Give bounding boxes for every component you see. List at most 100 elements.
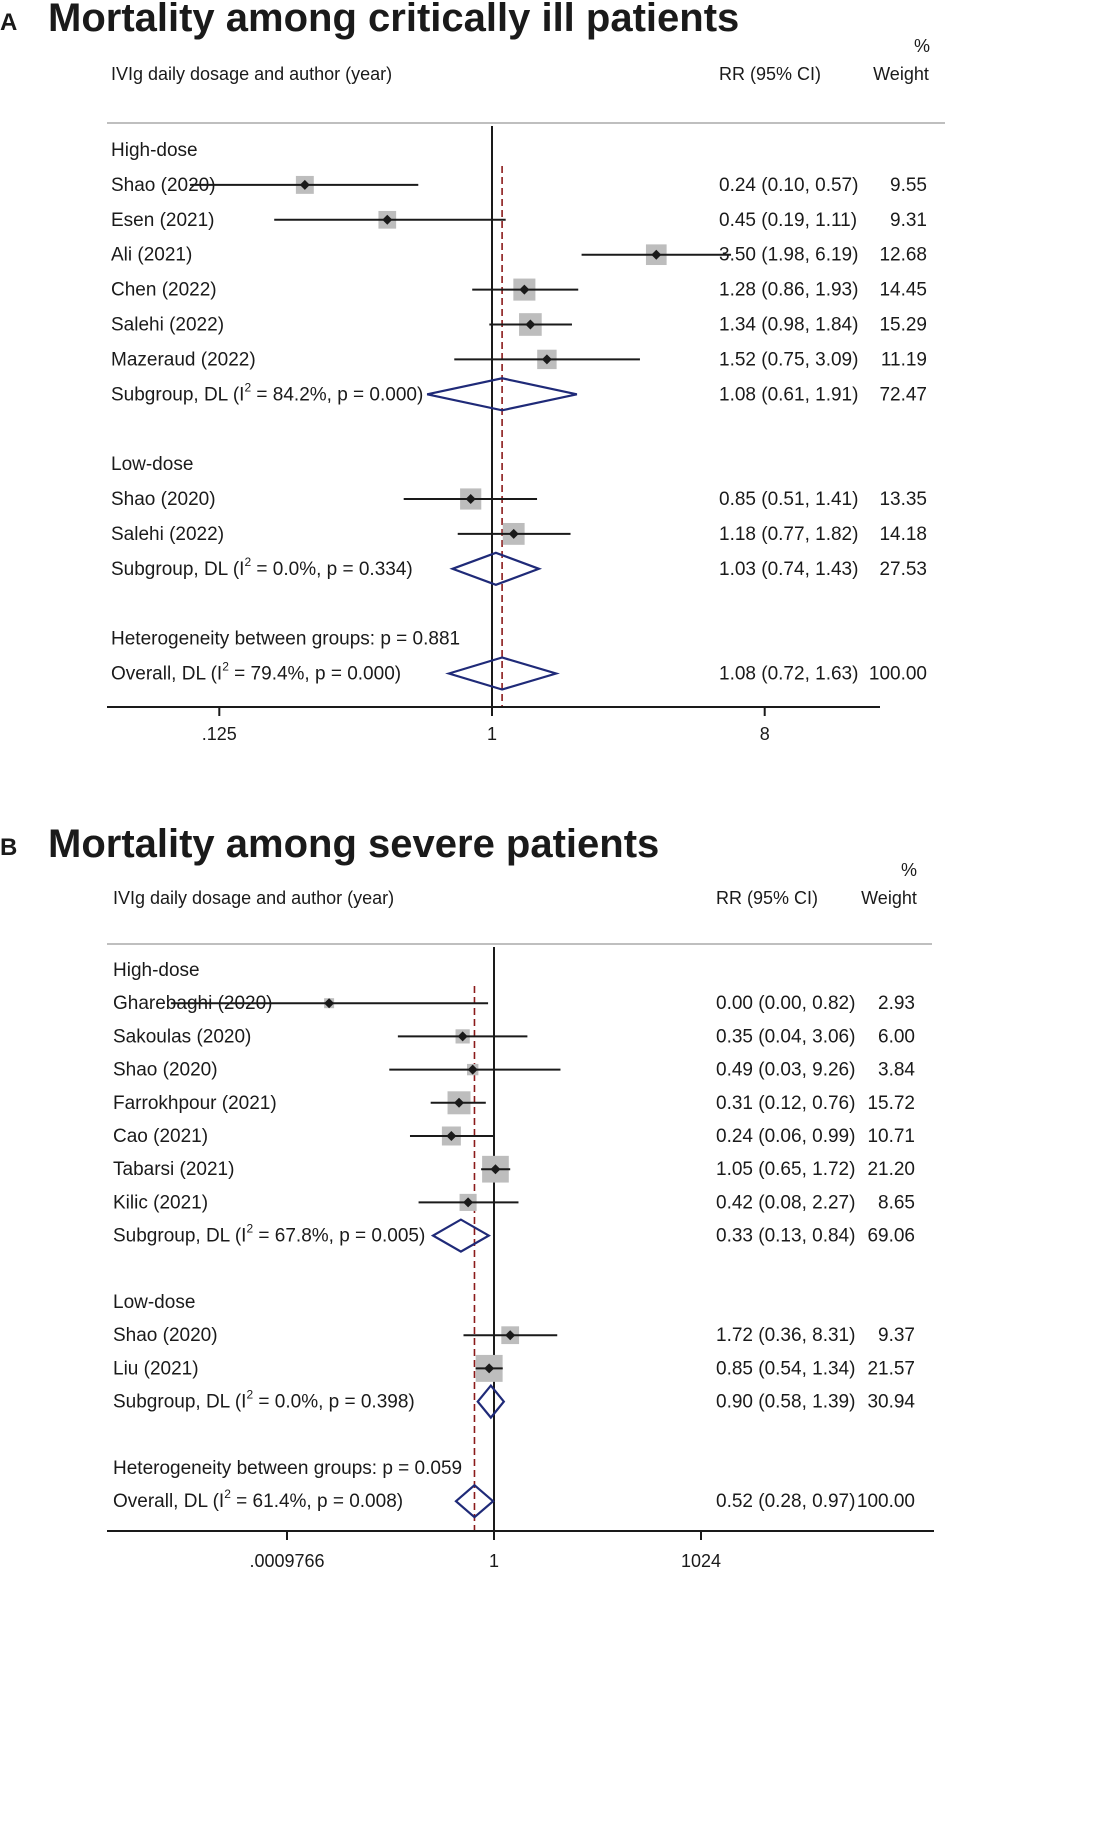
x-tick-label: .0009766 [249,1551,324,1571]
point-estimate [525,319,536,330]
weight-percent-header: % [901,860,917,880]
rr-ci-value: 0.45 (0.19, 1.11) [719,210,857,231]
weight-value: 2.93 [878,993,915,1014]
weight-column-header: Weight [873,64,929,84]
rr-ci-value: 0.24 (0.10, 0.57) [719,175,858,196]
study-label: Esen (2021) [111,210,215,231]
point-estimate [519,284,530,295]
rr-ci-value: 1.08 (0.72, 1.63) [719,664,858,685]
rr-ci-value: 0.85 (0.54, 1.34) [716,1358,855,1379]
weight-value: 30.94 [867,1392,915,1413]
label-column-header: IVIg daily dosage and author (year) [111,64,392,84]
rr-ci-value: 1.03 (0.74, 1.43) [719,559,858,580]
x-tick-label: 1 [487,724,497,744]
rr-ci-value: 1.08 (0.61, 1.91) [719,384,858,405]
subgroup-label: Subgroup, DL (I2 = 84.2%, p = 0.000) [111,380,423,405]
weight-value: 13.35 [879,489,927,510]
study-label: Cao (2021) [113,1126,208,1147]
point-estimate [324,998,335,1009]
subgroup-label: Subgroup, DL (I2 = 0.0%, p = 0.398) [113,1388,415,1413]
point-estimate [541,354,552,365]
study-label: Mazeraud (2022) [111,349,256,370]
chart-title: Mortality among critically ill patients [48,0,739,40]
point-estimate [505,1330,516,1341]
panel-label: A [0,9,17,36]
point-estimate [454,1097,465,1108]
study-label: Sakoulas (2020) [113,1026,251,1047]
weight-value: 14.45 [879,280,927,301]
rr-ci-value: 0.52 (0.28, 0.97) [716,1491,855,1512]
panel-label: B [0,834,17,861]
study-label: Kilic (2021) [113,1192,208,1213]
weight-value: 15.72 [867,1093,915,1114]
point-estimate [651,249,662,260]
weight-value: 15.29 [879,315,927,336]
study-label: Ali (2021) [111,245,192,266]
study-label: Salehi (2022) [111,315,224,336]
rr-ci-value: 0.42 (0.08, 2.27) [716,1192,855,1213]
group-label: Heterogeneity between groups: p = 0.881 [111,629,460,650]
study-label: Shao (2020) [113,1060,218,1081]
subgroup-label: Subgroup, DL (I2 = 67.8%, p = 0.005) [113,1222,425,1247]
weight-value: 12.68 [879,245,927,266]
weight-value: 100.00 [869,664,927,685]
weight-value: 8.65 [878,1192,915,1213]
weight-value: 21.57 [867,1358,915,1379]
overall-diamond [454,1483,495,1519]
weight-value: 11.19 [881,349,927,370]
weight-percent-header: % [914,36,930,56]
rr-ci-value: 0.31 (0.12, 0.76) [716,1093,855,1114]
rr-ci-value: 0.24 (0.06, 0.99) [716,1126,855,1147]
weight-value: 10.71 [867,1126,915,1147]
subgroup-diamond [449,551,543,586]
panel-a: A Mortality among critically ill patients… [0,0,945,744]
panel-b: B Mortality among severe patients% IVIg da… [0,822,934,1571]
rr-column-header: RR (95% CI) [719,64,821,84]
label-column-header: IVIg daily dosage and author (year) [113,888,394,908]
point-estimate [465,494,476,504]
weight-value: 72.47 [879,384,927,405]
rr-ci-value: 1.72 (0.36, 8.31) [716,1325,855,1346]
x-tick-label: 8 [760,724,770,744]
rr-ci-value: 1.34 (0.98, 1.84) [719,315,858,336]
point-estimate [457,1031,468,1042]
weight-column-header: Weight [861,888,917,908]
weight-value: 3.84 [878,1060,915,1081]
rr-ci-value: 0.49 (0.03, 9.26) [716,1060,855,1081]
rr-ci-value: 0.85 (0.51, 1.41) [719,489,858,510]
rr-ci-value: 0.00 (0.00, 0.82) [716,993,855,1014]
weight-value: 9.37 [878,1325,915,1346]
x-tick-label: 1024 [681,1551,721,1571]
point-estimate [463,1197,474,1208]
overall-diamond [445,656,560,691]
weight-value: 100.00 [857,1491,915,1512]
rr-column-header: RR (95% CI) [716,888,818,908]
point-estimate [508,528,519,539]
study-label: Chen (2022) [111,280,217,301]
group-label: High-dose [113,960,200,981]
overall-label: Overall, DL (I2 = 79.4%, p = 0.000) [111,660,401,685]
subgroup-diamond [426,377,578,412]
study-label: Shao (2020) [111,175,216,196]
point-estimate [382,214,393,225]
overall-label: Overall, DL (I2 = 61.4%, p = 0.008) [113,1487,403,1512]
x-tick-label: 1 [489,1551,499,1571]
study-label: Shao (2020) [111,489,216,510]
weight-value: 21.20 [867,1159,915,1180]
study-label: Farrokhpour (2021) [113,1093,277,1114]
group-label: Low-dose [113,1292,195,1313]
point-estimate [484,1363,495,1374]
group-label: High-dose [111,140,198,161]
study-label: Tabarsi (2021) [113,1159,234,1180]
study-label: Liu (2021) [113,1358,199,1379]
rr-ci-value: 0.90 (0.58, 1.39) [716,1392,855,1413]
point-estimate [446,1131,457,1141]
study-label: Salehi (2022) [111,524,224,545]
subgroup-diamond [430,1218,492,1253]
rr-ci-value: 0.33 (0.13, 0.84) [716,1226,855,1247]
study-label: Shao (2020) [113,1325,218,1346]
subgroup-diamond [476,1383,506,1420]
rr-ci-value: 1.18 (0.77, 1.82) [719,524,858,545]
point-estimate [299,179,310,190]
